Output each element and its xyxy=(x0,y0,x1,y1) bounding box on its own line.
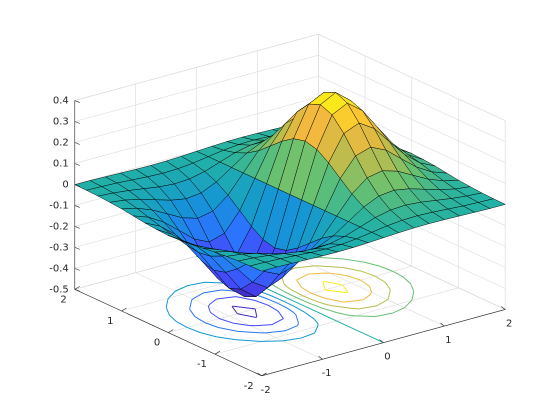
y-tick xyxy=(121,307,127,312)
grid-line xyxy=(318,54,506,142)
z-tick-label: 0.2 xyxy=(53,137,69,148)
contour-line xyxy=(189,289,299,334)
z-tick-label: 0 xyxy=(62,179,68,190)
z-tick xyxy=(74,205,80,208)
x-tick-label: 1 xyxy=(445,335,451,346)
z-tick xyxy=(74,100,80,103)
z-tick xyxy=(74,184,80,187)
x-tick xyxy=(501,306,506,310)
y-tick xyxy=(214,350,221,355)
z-tick-label: 0.3 xyxy=(53,117,69,128)
z-tick xyxy=(74,268,80,271)
z-tick-label: 0.1 xyxy=(53,158,69,169)
x-tick xyxy=(440,322,445,327)
grid-line xyxy=(74,96,319,164)
grid-line xyxy=(318,33,506,121)
y-tick-label: -1 xyxy=(197,359,207,370)
z-tick-label: 0.4 xyxy=(53,96,69,107)
z-tick-label: -0.4 xyxy=(49,263,69,274)
contour-line xyxy=(231,305,258,318)
y-tick-label: -2 xyxy=(244,381,254,392)
contour-line xyxy=(165,281,319,342)
surface-face xyxy=(249,261,278,272)
z-tick xyxy=(74,163,80,166)
z-tick xyxy=(74,247,80,250)
x-tick xyxy=(257,372,262,377)
y-tick xyxy=(168,329,174,333)
y-tick-label: 0 xyxy=(154,338,160,349)
y-tick xyxy=(261,372,267,377)
contour-line xyxy=(207,296,284,327)
z-tick xyxy=(74,121,80,124)
y-tick-label: 1 xyxy=(107,316,113,327)
grid-line xyxy=(74,54,319,122)
z-tick-label: -0.3 xyxy=(49,242,69,253)
x-tick xyxy=(318,355,323,360)
x-tick-label: -1 xyxy=(322,368,332,379)
z-tick-label: -0.1 xyxy=(49,200,69,211)
grid-line xyxy=(318,75,506,163)
z-tick xyxy=(74,289,80,292)
z-tick xyxy=(74,142,80,145)
grid-line xyxy=(74,75,319,143)
z-tick xyxy=(74,226,80,229)
contour-line xyxy=(322,280,349,294)
z-tick-label: -0.5 xyxy=(49,284,69,295)
z-tick-label: -0.2 xyxy=(49,221,69,232)
y-tick-label: 2 xyxy=(60,294,66,305)
contour-line xyxy=(296,272,373,303)
grid-line xyxy=(74,33,319,101)
y-tick xyxy=(74,286,80,290)
x-tick-label: -2 xyxy=(261,385,271,396)
surface-face xyxy=(343,122,371,157)
x-tick xyxy=(379,339,384,343)
x-tick-label: 2 xyxy=(506,318,512,329)
x-tick-label: 0 xyxy=(384,352,390,363)
